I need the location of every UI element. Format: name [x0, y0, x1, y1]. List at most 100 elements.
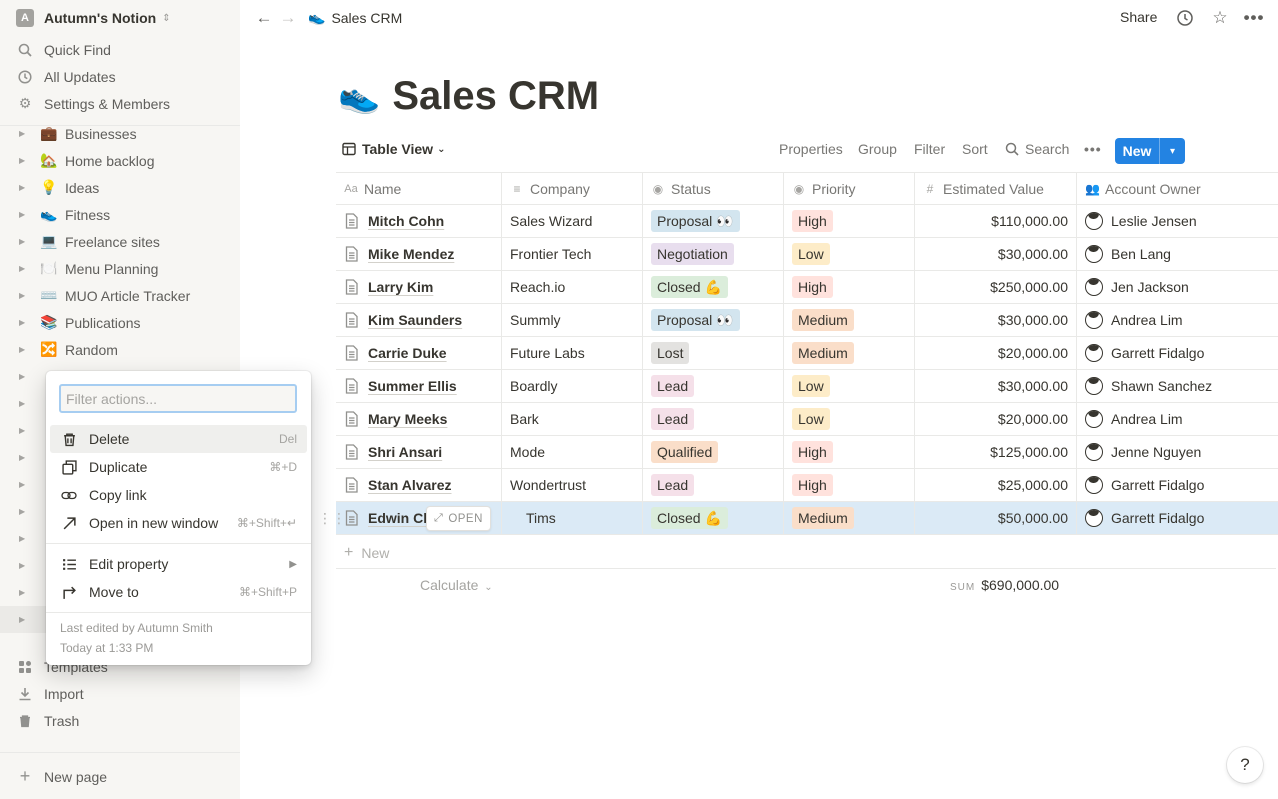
- menu-item-duplicate[interactable]: Duplicate ⌘+D: [50, 453, 307, 481]
- more-icon[interactable]: •••: [1243, 8, 1265, 27]
- table-row[interactable]: Edwin Ch Tims Closed 💪 Medium $50,000.00 Garr…: [336, 502, 1278, 535]
- chevron-down-icon[interactable]: ▾: [1169, 145, 1176, 157]
- cell-status[interactable]: Lead: [643, 469, 784, 501]
- import-button[interactable]: Import: [0, 680, 240, 707]
- sort-button[interactable]: Sort: [962, 141, 988, 157]
- expand-triangle-icon[interactable]: ▶: [19, 507, 26, 516]
- cell-company[interactable]: Future Labs: [502, 337, 643, 369]
- history-icon[interactable]: [1174, 7, 1196, 29]
- record-name[interactable]: Edwin Ch: [368, 510, 432, 526]
- cell-estimated-value[interactable]: $30,000.00: [915, 370, 1077, 402]
- column-header-name[interactable]: Aa Name: [336, 173, 502, 204]
- table-row[interactable]: Larry Kim Reach.io Closed 💪 High $250,000.00…: [336, 271, 1278, 304]
- column-header-priority[interactable]: ◉ Priority: [784, 173, 915, 204]
- cell-name[interactable]: Edwin Ch: [336, 502, 502, 534]
- cell-estimated-value[interactable]: $30,000.00: [915, 238, 1077, 270]
- expand-triangle-icon[interactable]: ▶: [19, 237, 26, 246]
- cell-name[interactable]: Stan Alvarez: [336, 469, 502, 501]
- cell-account-owner[interactable]: Garrett Fidalgo: [1077, 502, 1278, 534]
- table-row[interactable]: Stan Alvarez Wondertrust Lead High $25,000.0…: [336, 469, 1278, 502]
- new-record-button[interactable]: New ▾: [1115, 138, 1185, 164]
- cell-account-owner[interactable]: Andrea Lim: [1077, 304, 1278, 336]
- cell-name[interactable]: Larry Kim: [336, 271, 502, 303]
- workspace-switcher[interactable]: A Autumn's Notion ⇕: [0, 0, 240, 36]
- record-name[interactable]: Stan Alvarez: [368, 477, 452, 493]
- cell-estimated-value[interactable]: $30,000.00: [915, 304, 1077, 336]
- new-label[interactable]: New: [1115, 138, 1160, 164]
- cell-estimated-value[interactable]: $250,000.00: [915, 271, 1077, 303]
- sum-calculation[interactable]: SUM $690,000.00: [950, 577, 1059, 593]
- expand-triangle-icon[interactable]: ▶: [19, 399, 26, 408]
- forward-arrow-icon[interactable]: →: [279, 8, 297, 27]
- share-button[interactable]: Share: [1120, 9, 1158, 25]
- cell-status[interactable]: Negotiation: [643, 238, 784, 270]
- cell-account-owner[interactable]: Ben Lang: [1077, 238, 1278, 270]
- properties-button[interactable]: Properties: [779, 141, 843, 157]
- page-title-text[interactable]: Sales CRM: [392, 73, 600, 118]
- back-arrow-icon[interactable]: ←: [255, 8, 273, 27]
- settings-members-button[interactable]: ⚙ Settings & Members: [0, 90, 240, 117]
- menu-item-copy-link[interactable]: Copy link: [50, 481, 307, 509]
- record-name[interactable]: Shri Ansari: [368, 444, 443, 460]
- expand-triangle-icon[interactable]: ▶: [19, 426, 26, 435]
- page-title[interactable]: 👟 Sales CRM: [338, 70, 599, 122]
- expand-triangle-icon[interactable]: ▶: [19, 615, 26, 624]
- cell-estimated-value[interactable]: $125,000.00: [915, 436, 1077, 468]
- sidebar-page-fitness[interactable]: ▶ 👟 Fitness: [0, 201, 240, 228]
- group-button[interactable]: Group: [858, 141, 897, 157]
- cell-status[interactable]: Closed 💪: [643, 502, 784, 534]
- cell-priority[interactable]: High: [784, 271, 915, 303]
- table-row[interactable]: Mitch Cohn Sales Wizard Proposal 👀 High $110…: [336, 205, 1278, 238]
- cell-account-owner[interactable]: Jenne Nguyen: [1077, 436, 1278, 468]
- record-name[interactable]: Mary Meeks: [368, 411, 448, 427]
- cell-company[interactable]: Wondertrust: [502, 469, 643, 501]
- cell-status[interactable]: Closed 💪: [643, 271, 784, 303]
- cell-company[interactable]: Sales Wizard: [502, 205, 643, 237]
- sidebar-page-random[interactable]: ▶ 🔀 Random: [0, 336, 240, 363]
- cell-status[interactable]: Lead: [643, 403, 784, 435]
- star-icon[interactable]: ☆: [1212, 8, 1228, 27]
- expand-triangle-icon[interactable]: ▶: [19, 129, 26, 138]
- drag-handle-icon[interactable]: ⋮⋮: [318, 510, 346, 526]
- cell-name[interactable]: Mitch Cohn: [336, 205, 502, 237]
- expand-triangle-icon[interactable]: ▶: [19, 453, 26, 462]
- sidebar-page-businesses[interactable]: ▶ 💼 Businesses: [0, 120, 240, 147]
- cell-status[interactable]: Qualified: [643, 436, 784, 468]
- all-updates-button[interactable]: All Updates: [0, 63, 240, 90]
- cell-status[interactable]: Proposal 👀: [643, 205, 784, 237]
- cell-name[interactable]: Shri Ansari: [336, 436, 502, 468]
- cell-estimated-value[interactable]: $50,000.00: [915, 502, 1077, 534]
- record-name[interactable]: Larry Kim: [368, 279, 434, 295]
- filter-actions-input[interactable]: [59, 384, 297, 413]
- cell-company[interactable]: Summly: [502, 304, 643, 336]
- expand-triangle-icon[interactable]: ▶: [19, 588, 26, 597]
- table-row[interactable]: Mary Meeks Bark Lead Low $20,000.00 Andrea Li…: [336, 403, 1278, 436]
- sidebar-page-hidden-1[interactable]: ▶: [0, 363, 240, 390]
- menu-item-delete[interactable]: Delete Del: [50, 425, 307, 453]
- cell-estimated-value[interactable]: $20,000.00: [915, 403, 1077, 435]
- sidebar-page-freelance-sites[interactable]: ▶ 💻 Freelance sites: [0, 228, 240, 255]
- calculate-button[interactable]: Calculate ⌄: [420, 577, 493, 593]
- sidebar-page-publications[interactable]: ▶ 📚 Publications: [0, 309, 240, 336]
- sidebar-page-menu-planning[interactable]: ▶ 🍽️ Menu Planning: [0, 255, 240, 282]
- expand-triangle-icon[interactable]: ▶: [19, 183, 26, 192]
- cell-account-owner[interactable]: Leslie Jensen: [1077, 205, 1278, 237]
- record-name[interactable]: Carrie Duke: [368, 345, 447, 361]
- search-button[interactable]: Search: [1005, 141, 1069, 157]
- cell-priority[interactable]: Medium: [784, 304, 915, 336]
- cell-account-owner[interactable]: Jen Jackson: [1077, 271, 1278, 303]
- cell-account-owner[interactable]: Garrett Fidalgo: [1077, 337, 1278, 369]
- open-row-button[interactable]: ⤢ OPEN: [426, 506, 491, 531]
- cell-priority[interactable]: High: [784, 436, 915, 468]
- cell-name[interactable]: Kim Saunders: [336, 304, 502, 336]
- column-header-estimated-value[interactable]: # Estimated Value: [915, 173, 1077, 204]
- cell-account-owner[interactable]: Andrea Lim: [1077, 403, 1278, 435]
- expand-triangle-icon[interactable]: ▶: [19, 291, 26, 300]
- table-row[interactable]: Carrie Duke Future Labs Lost Medium $20,000.…: [336, 337, 1278, 370]
- cell-estimated-value[interactable]: $110,000.00: [915, 205, 1077, 237]
- view-more-icon[interactable]: •••: [1084, 141, 1102, 157]
- cell-status[interactable]: Proposal 👀: [643, 304, 784, 336]
- trash-button[interactable]: Trash: [0, 707, 240, 734]
- cell-priority[interactable]: Medium: [784, 337, 915, 369]
- cell-name[interactable]: Summer Ellis: [336, 370, 502, 402]
